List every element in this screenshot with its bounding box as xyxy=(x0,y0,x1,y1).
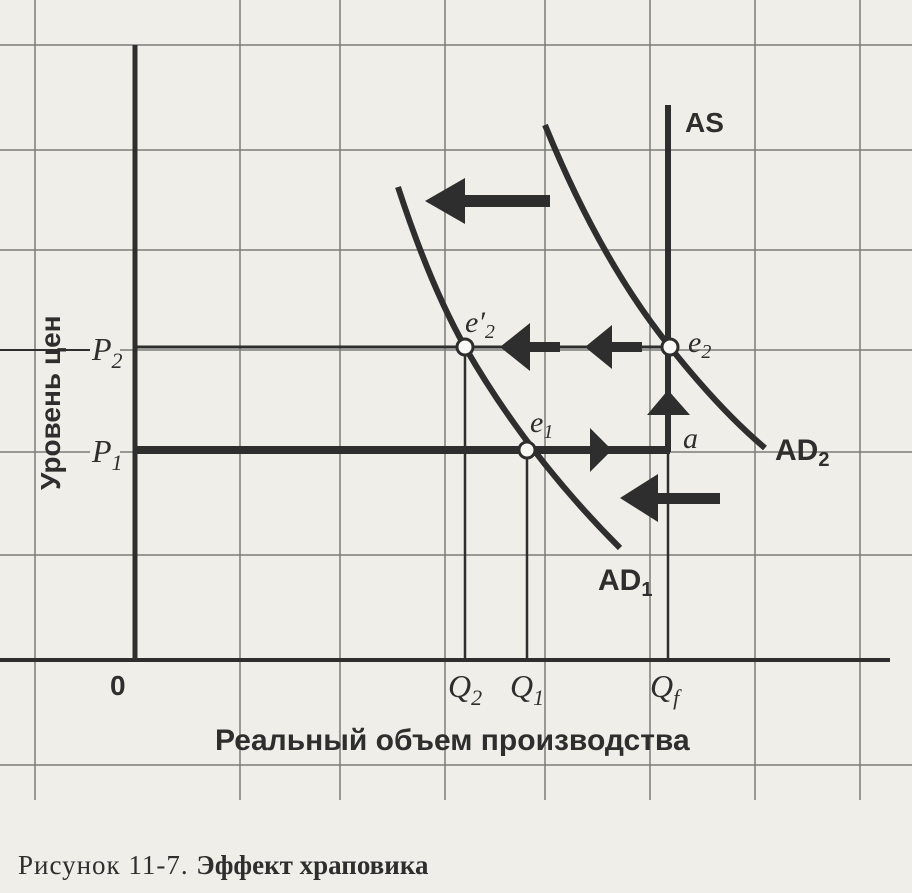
tick-p2: P2 xyxy=(0,330,123,373)
ad1-label: AD1 xyxy=(598,564,652,601)
x-axis-label: Реальный объем производства xyxy=(215,724,690,757)
arrow-right-icon xyxy=(590,428,612,472)
e2-label: e2 xyxy=(688,326,711,363)
point-e2-prime xyxy=(455,337,475,357)
ad2-label: AD2 xyxy=(775,434,829,471)
svg-text:P2: P2 xyxy=(91,331,123,373)
arrow-left-icon xyxy=(585,325,642,369)
origin-label: 0 xyxy=(110,670,126,701)
e2-prime-label: e′2 xyxy=(465,306,495,343)
figure-caption: Рисунок 11-7. Эффект храповика xyxy=(18,850,429,880)
svg-text:P1: P1 xyxy=(91,433,123,475)
tick-p1: P1 xyxy=(90,432,123,475)
arrows xyxy=(425,178,720,522)
tick-q1: Q1 xyxy=(510,668,544,710)
a-label: a xyxy=(683,422,698,455)
arrow-left-icon xyxy=(500,323,560,371)
arrow-up-icon xyxy=(647,390,690,415)
arrow-left-icon xyxy=(425,178,550,224)
ad1-curve xyxy=(395,186,623,551)
tick-q2: Q2 xyxy=(448,668,482,710)
as-label: AS xyxy=(685,107,724,138)
arrow-left-icon xyxy=(620,474,720,522)
point-e2 xyxy=(660,337,680,357)
point-e1 xyxy=(517,440,537,460)
e1-label: e1 xyxy=(530,406,553,443)
y-axis-label: Уровень цен xyxy=(35,315,66,490)
ad2-curve xyxy=(542,123,767,451)
tick-qf: Qf xyxy=(650,668,682,710)
